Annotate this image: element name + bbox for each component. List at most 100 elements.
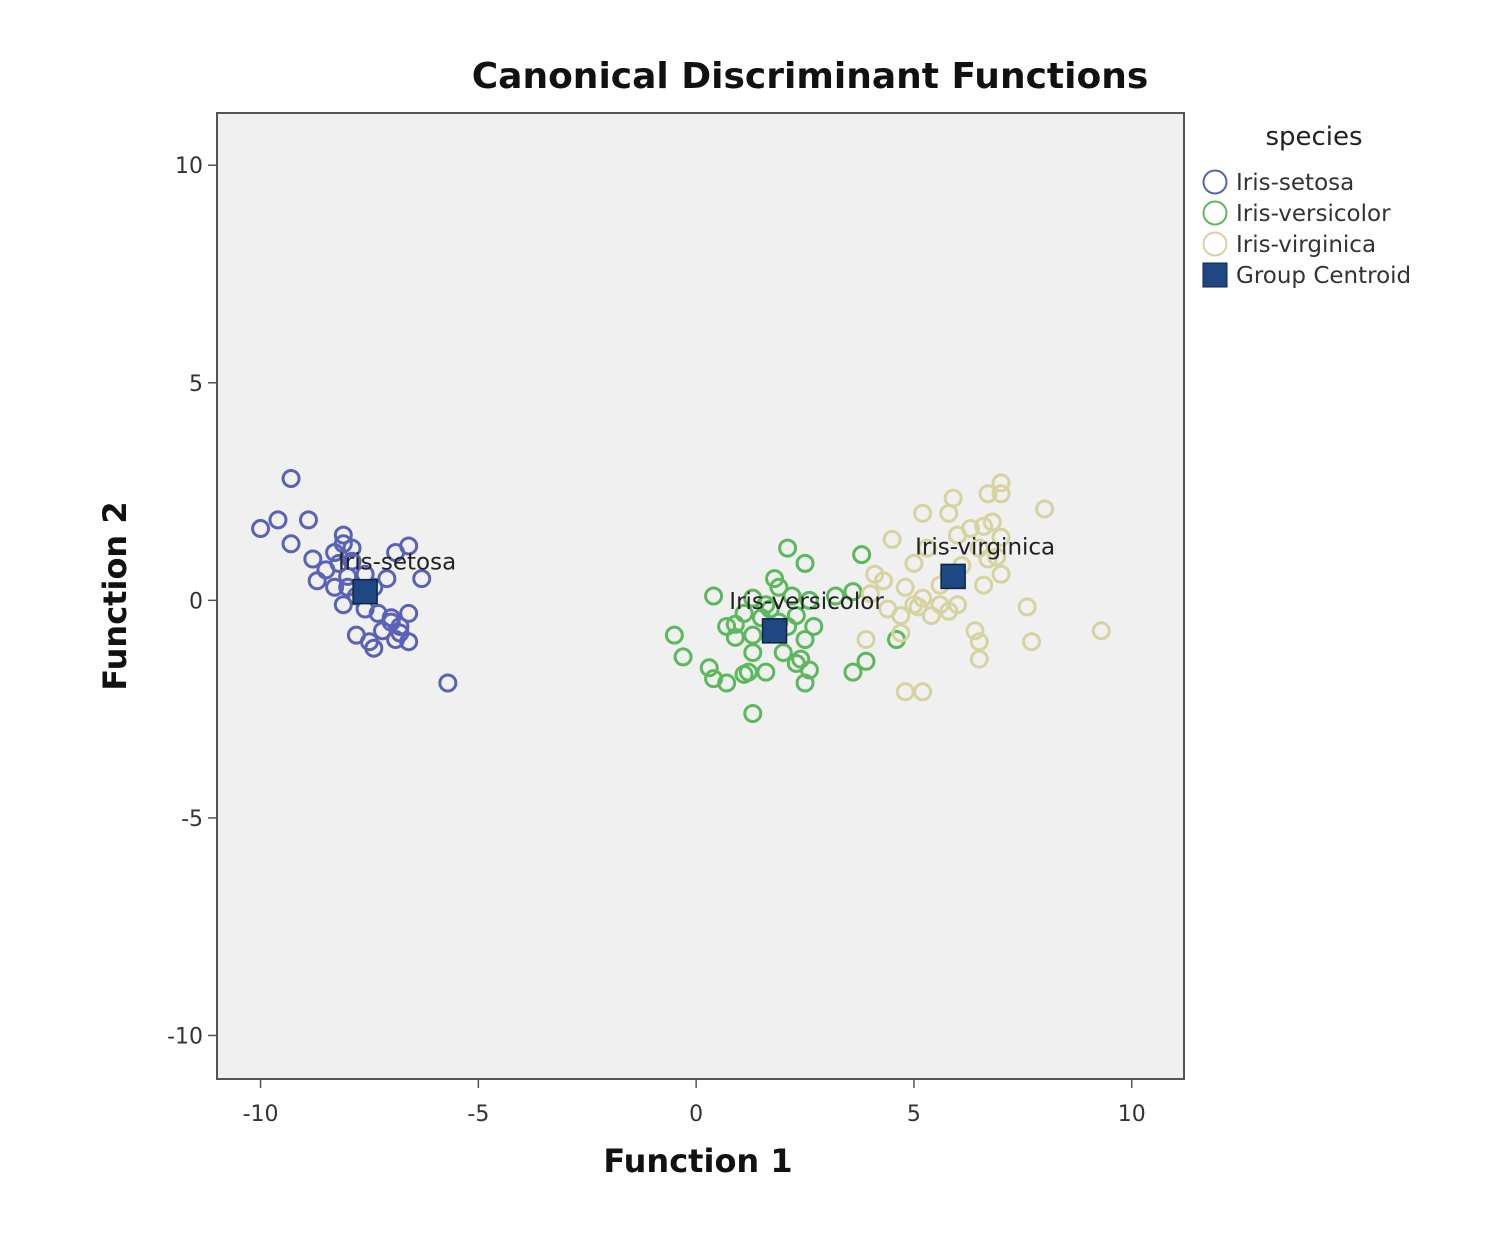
- data-point: [664, 625, 684, 645]
- data-point: [852, 545, 872, 565]
- centroid-markers: Iris-setosa Iris-versicolor Iris-virginica: [338, 534, 1055, 644]
- data-point: [991, 484, 1011, 504]
- data-point: [969, 649, 989, 669]
- x-axis: -10 -5 0 5 10: [243, 1079, 1146, 1127]
- data-point: [329, 553, 349, 573]
- y-tick-label: -5: [181, 807, 203, 832]
- data-point: [769, 577, 789, 597]
- legend-label: Group Centroid: [1236, 263, 1411, 289]
- data-point: [991, 527, 1011, 547]
- legend-swatch: [1202, 262, 1228, 288]
- data-point: [856, 630, 876, 650]
- y-tick-label: 5: [189, 372, 203, 397]
- y-tick-label: 10: [175, 154, 203, 179]
- data-point: [399, 536, 419, 556]
- data-point: [699, 658, 719, 678]
- data-point: [947, 525, 967, 545]
- x-tick-label: 0: [689, 1102, 703, 1127]
- data-point: [856, 651, 876, 671]
- centroid-label: Iris-virginica: [915, 534, 1055, 560]
- data-point: [1017, 597, 1037, 617]
- legend: species Iris-setosa Iris-versicolor Iris-v…: [1202, 122, 1411, 289]
- data-point: [795, 630, 815, 650]
- data-point: [333, 595, 353, 615]
- plot-area: [216, 112, 1185, 1080]
- data-point: [917, 538, 937, 558]
- data-point: [760, 599, 780, 619]
- data-point: [307, 571, 327, 591]
- legend-title: species: [1265, 122, 1362, 152]
- data-points: [251, 469, 1111, 723]
- data-point: [782, 586, 802, 606]
- legend-swatch: [1202, 200, 1228, 226]
- data-point: [873, 571, 893, 591]
- y-tick-label: 0: [189, 589, 203, 614]
- data-point: [891, 623, 911, 643]
- x-tick-label: -10: [243, 1102, 279, 1127]
- data-point: [756, 595, 776, 615]
- data-point: [804, 616, 824, 636]
- data-point: [799, 590, 819, 610]
- legend-label: Iris-versicolor: [1236, 201, 1391, 227]
- centroid-label: Iris-setosa: [338, 550, 456, 576]
- data-point: [717, 616, 737, 636]
- data-point: [904, 553, 924, 573]
- x-axis-title: Function 1: [603, 1142, 792, 1180]
- data-point: [1091, 621, 1111, 641]
- legend-swatch: [1202, 231, 1228, 257]
- data-point: [987, 547, 1007, 567]
- data-point: [974, 516, 994, 536]
- data-point: [795, 673, 815, 693]
- data-point: [778, 538, 798, 558]
- data-point: [913, 503, 933, 523]
- data-point: [965, 621, 985, 641]
- data-point: [826, 586, 846, 606]
- centroid-label: Iris-versicolor: [729, 589, 884, 615]
- data-point: [1035, 499, 1055, 519]
- data-point: [268, 510, 288, 530]
- data-point: [908, 597, 928, 617]
- data-point: [364, 638, 384, 658]
- data-point: [738, 662, 758, 682]
- data-point: [921, 606, 941, 626]
- data-point: [438, 673, 458, 693]
- data-point: [795, 553, 815, 573]
- data-point: [303, 549, 323, 569]
- data-point: [281, 469, 301, 489]
- data-point: [843, 582, 863, 602]
- data-point: [882, 529, 902, 549]
- data-point: [412, 569, 432, 589]
- y-axis: -10 -5 0 5 10: [167, 154, 217, 1049]
- data-point: [773, 643, 793, 663]
- group-centroid-marker: [761, 618, 788, 644]
- data-point: [399, 603, 419, 623]
- data-point: [978, 549, 998, 569]
- data-point: [913, 682, 933, 702]
- data-point: [991, 473, 1011, 493]
- data-point: [939, 503, 959, 523]
- data-point: [338, 566, 358, 586]
- group-centroid-marker: [940, 563, 966, 590]
- data-point: [333, 525, 353, 545]
- x-tick-label: 10: [1118, 1102, 1146, 1127]
- data-point: [743, 703, 763, 723]
- data-point: [717, 673, 737, 693]
- data-point: [974, 575, 994, 595]
- data-point: [298, 510, 318, 530]
- data-point: [342, 538, 362, 558]
- data-point: [895, 577, 915, 597]
- data-point: [843, 662, 863, 682]
- data-point: [1022, 632, 1042, 652]
- y-axis-title: Function 2: [96, 501, 134, 690]
- data-point: [251, 519, 271, 539]
- data-point: [325, 577, 345, 597]
- data-point: [704, 586, 724, 606]
- data-point: [377, 569, 397, 589]
- data-point: [725, 614, 745, 634]
- data-point: [860, 584, 880, 604]
- legend-label: Iris-virginica: [1236, 232, 1376, 258]
- x-tick-label: -5: [467, 1102, 489, 1127]
- data-point: [939, 601, 959, 621]
- y-tick-label: -10: [167, 1024, 203, 1049]
